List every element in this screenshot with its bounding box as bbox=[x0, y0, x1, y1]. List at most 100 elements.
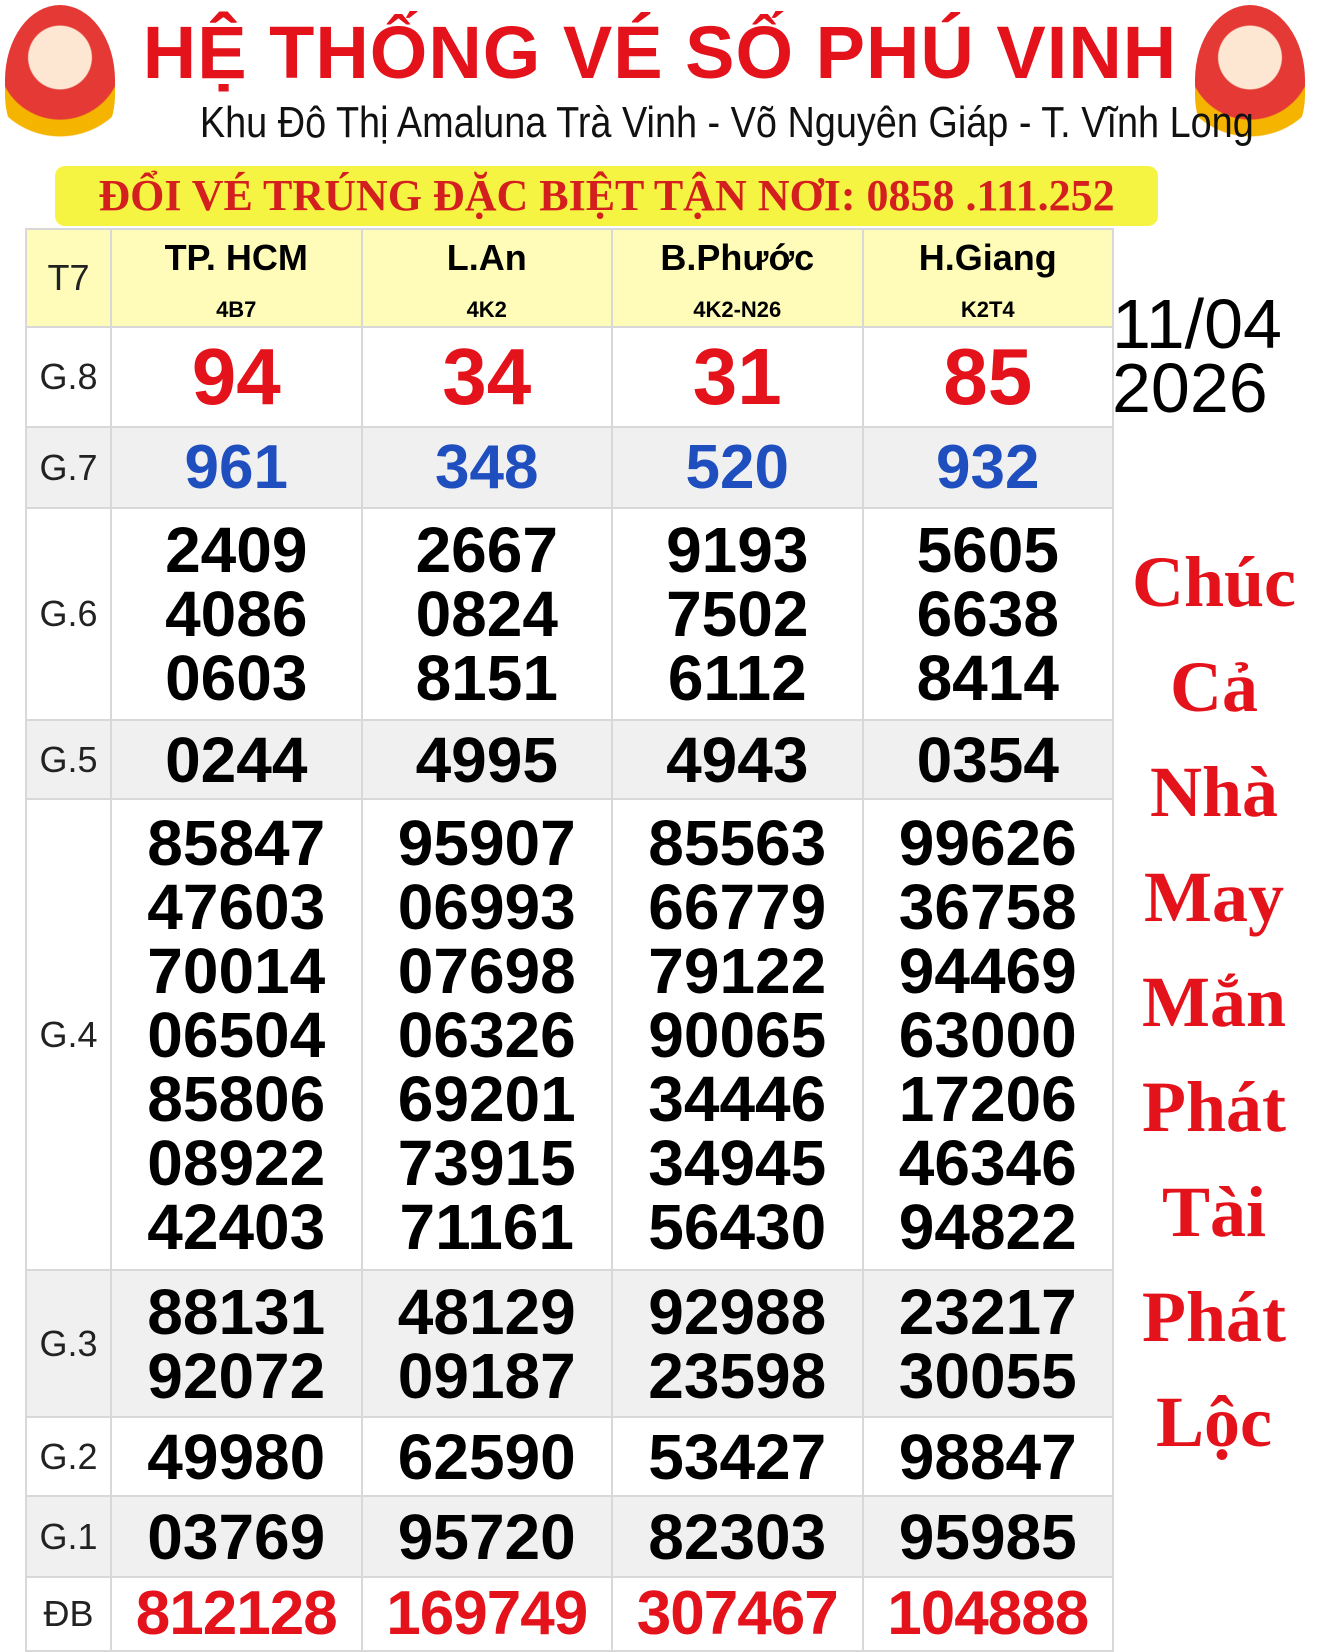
prize-cell: 0244 bbox=[110, 719, 363, 800]
prize-cell: 99626 36758 94469 63000 17206 46346 94822 bbox=[861, 798, 1114, 1271]
province-header: H.Giang K2T4 bbox=[861, 228, 1114, 328]
page-title: HỆ THỐNG VÉ SỐ PHÚ VINH bbox=[142, 11, 1178, 94]
winning-number: 95985 bbox=[898, 1500, 1077, 1573]
prize-cell: 62590 bbox=[360, 1416, 613, 1497]
greeting: Chúc Cả Nhà May Mắn Phát Tài Phát Lộc bbox=[1114, 530, 1314, 1475]
winning-number: 94 bbox=[191, 332, 281, 421]
greeting-word: Cả bbox=[1170, 647, 1258, 727]
winning-number: 0354 bbox=[916, 723, 1059, 796]
winning-number: 09187 bbox=[397, 1339, 576, 1412]
winning-number: 2409 bbox=[165, 514, 308, 586]
god-of-wealth-right-image bbox=[1195, 5, 1305, 155]
winning-number: 520 bbox=[685, 432, 789, 502]
prize-row: G.1 03769 95720 82303 95985 bbox=[25, 1495, 1114, 1578]
winning-number: 0244 bbox=[165, 723, 308, 796]
prize-row: G.8 94 34 31 85 bbox=[25, 326, 1114, 428]
date-year: 2026 bbox=[1112, 349, 1268, 427]
winning-number: 79122 bbox=[648, 934, 827, 1007]
prize-row: G.4 85847 47603 70014 06504 85806 08922 42403 95… bbox=[25, 798, 1114, 1271]
prize-cell: 98847 bbox=[861, 1416, 1114, 1497]
winning-number: 92072 bbox=[147, 1339, 326, 1412]
prize-cell: 34 bbox=[360, 326, 613, 428]
winning-number: 95907 bbox=[397, 806, 576, 879]
prize-cell: 95720 bbox=[360, 1495, 613, 1578]
hotline-banner: ĐỔI VÉ TRÚNG ĐẶC BIỆT TẬN NƠI: 0858 .111… bbox=[55, 166, 1158, 226]
prize-cell: 348 bbox=[360, 426, 613, 509]
prize-cell: 95907 06993 07698 06326 69201 73915 71161 bbox=[360, 798, 613, 1271]
winning-number: 2667 bbox=[415, 514, 558, 586]
winning-number: 169749 bbox=[386, 1579, 588, 1648]
winning-number: 08922 bbox=[147, 1126, 326, 1199]
winning-number: 88131 bbox=[147, 1275, 326, 1348]
prize-label: G.5 bbox=[25, 719, 112, 800]
date-day-month: 11/04 bbox=[1112, 285, 1282, 363]
winning-number: 23598 bbox=[648, 1339, 827, 1412]
prize-cell: 169749 bbox=[360, 1576, 613, 1652]
province-name: TP. HCM bbox=[164, 237, 308, 278]
winning-number: 46346 bbox=[898, 1126, 1077, 1199]
winning-number: 0824 bbox=[415, 578, 558, 650]
prize-cell: 48129 09187 bbox=[360, 1269, 613, 1418]
province-name: H.Giang bbox=[918, 237, 1057, 278]
prize-cell: 92988 23598 bbox=[611, 1269, 864, 1418]
prize-label: G.1 bbox=[25, 1495, 112, 1578]
prize-label: G.2 bbox=[25, 1416, 112, 1497]
winning-number: 34 bbox=[442, 332, 532, 421]
winning-number: 69201 bbox=[397, 1062, 576, 1135]
header-row: T7 TP. HCM 4B7 L.An 4K2 B.Phước 4K2-N26 H.Giang… bbox=[25, 228, 1114, 328]
greeting-word: Lộc bbox=[1156, 1382, 1272, 1462]
winning-number: 104888 bbox=[887, 1579, 1089, 1648]
prize-row: G.2 49980 62590 53427 98847 bbox=[25, 1416, 1114, 1497]
day-label: T7 bbox=[25, 228, 112, 328]
winning-number: 06326 bbox=[397, 998, 576, 1071]
greeting-word: Tài bbox=[1161, 1172, 1267, 1252]
prize-label: G.6 bbox=[25, 507, 112, 721]
prize-row: G.3 88131 92072 48129 09187 92988 23598 23217 30… bbox=[25, 1269, 1114, 1418]
winning-number: 85806 bbox=[147, 1062, 326, 1135]
winning-number: 06993 bbox=[397, 870, 576, 943]
address: Khu Đô Thị Amaluna Trà Vinh - Võ Nguyên … bbox=[199, 98, 1254, 147]
winning-number: 66779 bbox=[648, 870, 827, 943]
prize-cell: 23217 30055 bbox=[861, 1269, 1114, 1418]
prize-cell: 9193 7502 6112 bbox=[611, 507, 864, 721]
winning-number: 961 bbox=[184, 432, 288, 502]
winning-number: 53427 bbox=[648, 1420, 827, 1493]
prize-cell: 0354 bbox=[861, 719, 1114, 800]
greeting-word: Phát bbox=[1142, 1277, 1286, 1357]
winning-number: 70014 bbox=[147, 934, 326, 1007]
prize-cell: 53427 bbox=[611, 1416, 864, 1497]
winning-number: 71161 bbox=[399, 1190, 574, 1263]
winning-number: 73915 bbox=[397, 1126, 576, 1199]
prize-label: ĐB bbox=[25, 1576, 112, 1652]
prize-cell: 31 bbox=[611, 326, 864, 428]
winning-number: 9193 bbox=[666, 514, 809, 586]
prize-cell: 88131 92072 bbox=[110, 1269, 363, 1418]
winning-number: 17206 bbox=[898, 1062, 1077, 1135]
winning-number: 90065 bbox=[648, 998, 827, 1071]
prize-cell: 2409 4086 0603 bbox=[110, 507, 363, 721]
province-header: B.Phước 4K2-N26 bbox=[611, 228, 864, 328]
province-header: L.An 4K2 bbox=[360, 228, 613, 328]
province-name: L.An bbox=[446, 237, 527, 278]
winning-number: 36758 bbox=[898, 870, 1077, 943]
prize-cell: 85 bbox=[861, 326, 1114, 428]
winning-number: 07698 bbox=[397, 934, 576, 1007]
winning-number: 94822 bbox=[898, 1190, 1077, 1263]
winning-number: 85 bbox=[943, 332, 1033, 421]
greeting-word: Phát bbox=[1142, 1067, 1286, 1147]
winning-number: 34446 bbox=[648, 1062, 827, 1135]
winning-number: 812128 bbox=[135, 1579, 338, 1648]
greeting-word: Mắn bbox=[1142, 962, 1286, 1042]
province-header: TP. HCM 4B7 bbox=[110, 228, 363, 328]
winning-number: 42403 bbox=[147, 1190, 326, 1263]
winning-number: 7502 bbox=[666, 578, 809, 650]
prize-cell: 95985 bbox=[861, 1495, 1114, 1578]
ticket-code: 4B7 bbox=[216, 297, 257, 322]
winning-number: 03769 bbox=[147, 1500, 326, 1573]
winning-number: 4086 bbox=[165, 578, 308, 650]
ticket-code: 4K2 bbox=[466, 297, 507, 322]
winning-number: 4943 bbox=[666, 723, 809, 796]
winning-number: 8151 bbox=[415, 642, 558, 714]
winning-number: 307467 bbox=[636, 1579, 839, 1648]
winning-number: 47603 bbox=[147, 870, 326, 943]
